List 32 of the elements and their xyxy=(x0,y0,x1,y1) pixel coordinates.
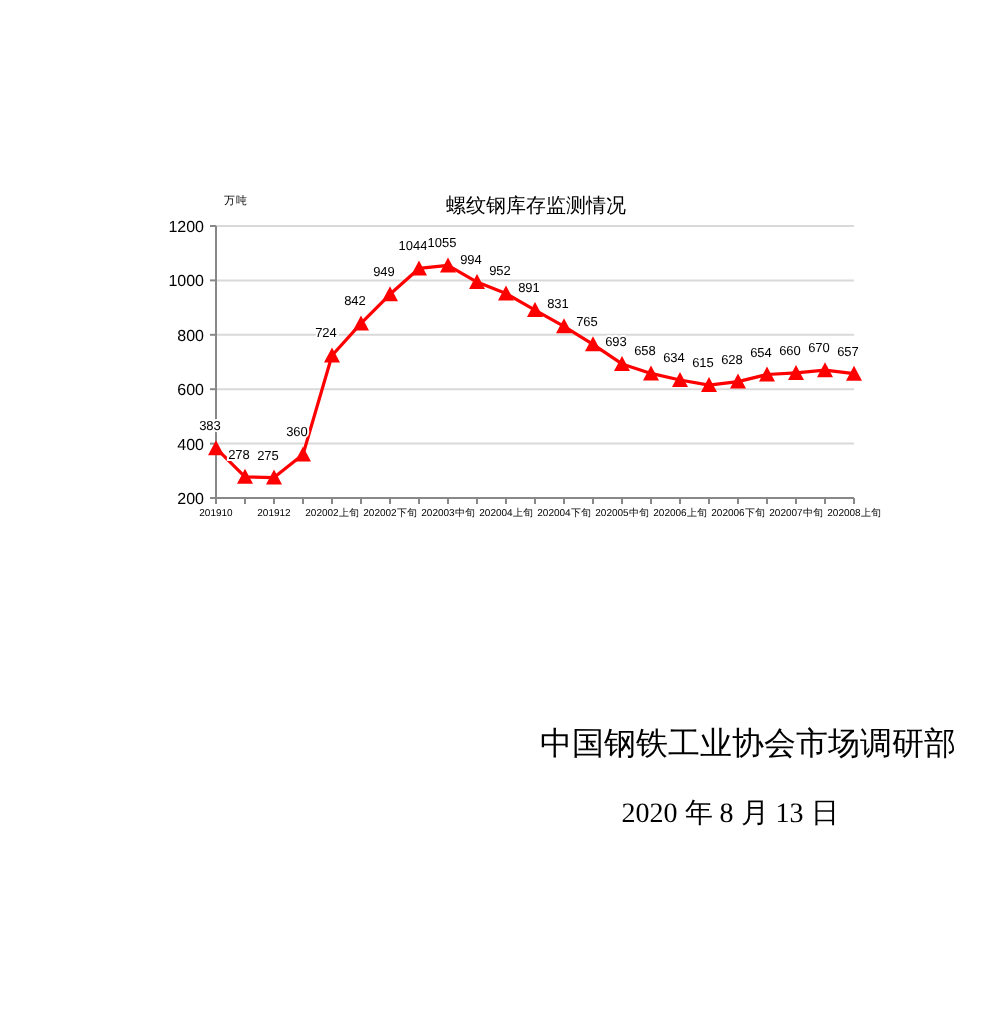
point xyxy=(527,302,543,318)
point xyxy=(701,377,717,393)
point xyxy=(382,286,398,302)
y-tick-label: 400 xyxy=(177,435,206,454)
point xyxy=(237,468,253,484)
text: 中国钢铁工业协会市场调研部 xyxy=(540,726,956,762)
point xyxy=(353,315,369,331)
y-tick-label: 800 xyxy=(177,326,206,345)
point xyxy=(614,355,630,371)
point xyxy=(643,365,659,381)
point xyxy=(817,362,833,378)
point xyxy=(440,257,456,273)
point xyxy=(498,285,514,301)
y-tick-label: 600 xyxy=(177,381,206,400)
point xyxy=(411,260,427,276)
y-tick-label: 200 xyxy=(177,490,206,508)
point xyxy=(324,347,340,363)
point xyxy=(469,274,485,290)
point xyxy=(208,440,224,456)
point xyxy=(556,318,572,334)
point xyxy=(672,371,688,387)
point xyxy=(846,365,862,381)
chart-title: 螺纹钢库存监测情况 xyxy=(446,194,626,218)
point xyxy=(788,364,804,380)
point xyxy=(295,446,311,462)
y-tick-label: 1000 xyxy=(168,272,206,291)
point xyxy=(730,373,746,389)
point xyxy=(759,366,775,382)
text: 2020 年 8 月 13 日 xyxy=(621,798,839,830)
y-tick-label: 1200 xyxy=(168,218,206,236)
point xyxy=(585,336,601,352)
point xyxy=(266,469,282,485)
